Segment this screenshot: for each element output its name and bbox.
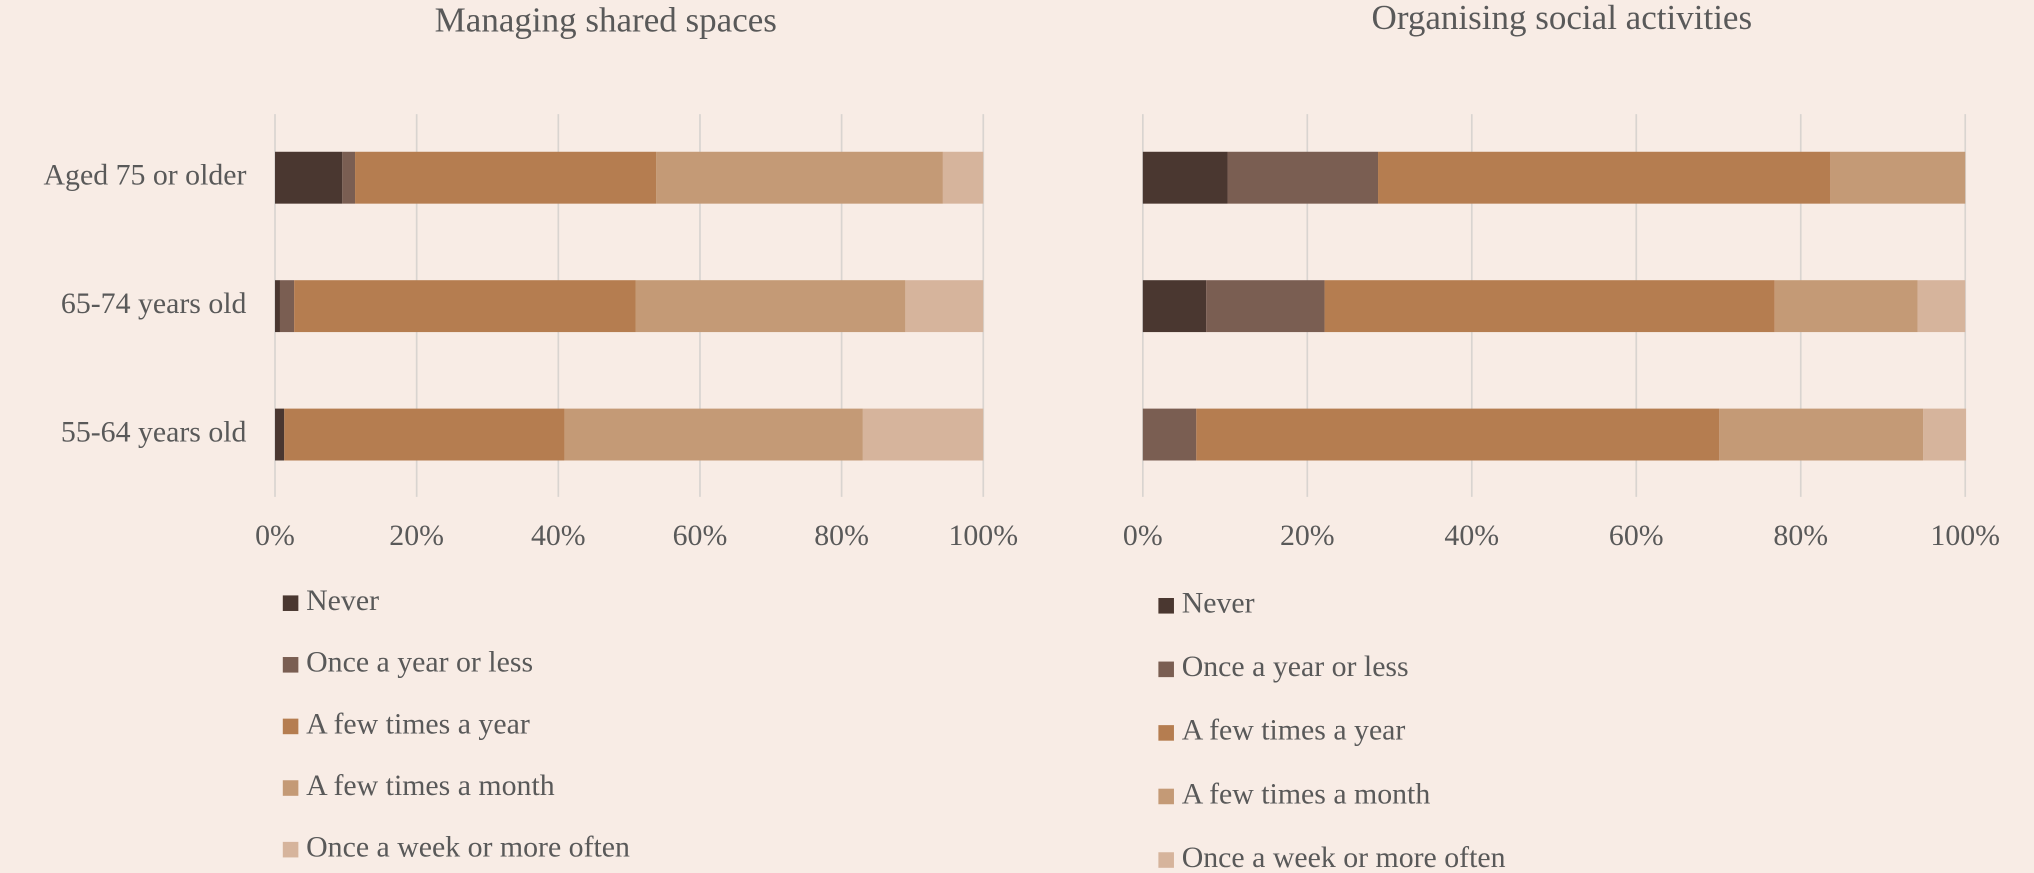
category-label: Aged 75 or older [44, 159, 247, 192]
x-tick-label: 40% [1444, 519, 1499, 552]
legend-swatch [282, 841, 299, 858]
x-tick-label: 20% [1280, 519, 1335, 552]
x-tick-label: 0% [1123, 519, 1163, 552]
bar-segment [942, 151, 984, 204]
legend-swatch [1158, 725, 1174, 741]
bar-segment [1378, 151, 1831, 204]
x-tick-label: 0% [255, 519, 295, 552]
legend-label: Once a week or more often [306, 830, 630, 863]
x-tick-label: 40% [531, 519, 586, 552]
legend-swatch [282, 718, 299, 735]
legend-swatch [282, 657, 299, 673]
x-tick-label: 80% [1773, 519, 1828, 552]
bar-segment [1142, 151, 1228, 204]
legend-label: A few times a month [1182, 777, 1431, 810]
legend-label: Once a year or less [306, 646, 533, 679]
legend-label: A few times a month [306, 769, 555, 802]
x-tick-label: 100% [1930, 519, 2000, 552]
bar-segment [1206, 280, 1325, 333]
x-tick-label: 20% [389, 519, 444, 552]
bar-segment [275, 280, 280, 333]
bar-segment [1324, 280, 1775, 333]
category-label: 65-74 years old [61, 287, 247, 320]
bar-segment [1142, 280, 1207, 333]
legend-label: Once a year or less [1182, 650, 1409, 683]
bar-segment [279, 280, 295, 333]
chart-title: Managing shared spaces [435, 0, 777, 39]
category-label: 55-64 years old [61, 415, 247, 448]
x-tick-label: 60% [1609, 519, 1664, 552]
legend-swatch [1158, 852, 1174, 868]
chart-title: Organising social activities [1372, 0, 1753, 37]
bar-segment [355, 151, 657, 204]
bar-segment [284, 408, 565, 461]
bar-segment [564, 408, 863, 461]
bar-segment [1142, 408, 1197, 461]
bar-segment [1830, 151, 1966, 204]
bar-segment [1227, 151, 1379, 204]
legend-label: Never [1182, 587, 1255, 620]
bar-segment [1774, 280, 1918, 333]
legend-label: Once a week or more often [1182, 841, 1506, 873]
bar-segment [862, 408, 984, 461]
legend-swatch [1158, 788, 1174, 805]
bar-segment [635, 280, 906, 333]
bar-segment [1719, 408, 1924, 461]
x-tick-label: 100% [948, 519, 1018, 552]
bar-segment [656, 151, 943, 204]
x-tick-label: 80% [814, 519, 869, 552]
legend-swatch [1158, 661, 1174, 678]
bar-segment [1917, 280, 1966, 333]
x-tick-label: 60% [673, 519, 728, 552]
legend-label: A few times a year [1182, 714, 1406, 747]
legend-swatch [1158, 597, 1174, 614]
bar-segment [1923, 408, 1967, 461]
bar-segment [275, 151, 343, 204]
bar-segment [342, 151, 356, 204]
legend-label: Never [306, 584, 379, 617]
bar-segment [275, 408, 285, 461]
bar-segment [905, 280, 984, 333]
legend-swatch [282, 595, 299, 611]
legend-label: A few times a year [306, 707, 530, 740]
bar-segment [1196, 408, 1720, 461]
bar-segment [294, 280, 636, 333]
legend-swatch [282, 780, 299, 796]
